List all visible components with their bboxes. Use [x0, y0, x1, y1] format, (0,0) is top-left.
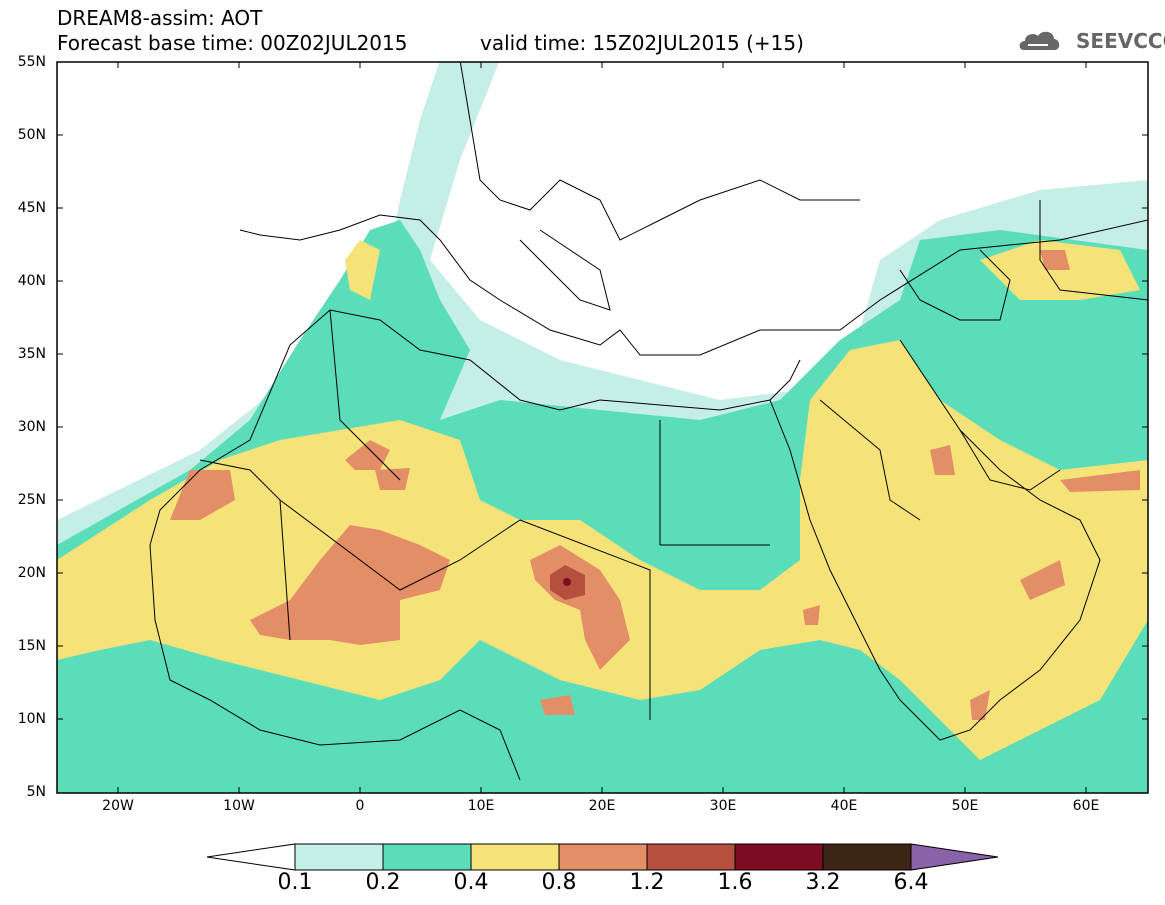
colorbar-label: 0.4 — [453, 870, 489, 895]
lon-label: 0 — [355, 798, 365, 814]
colorbar-label: 0.2 — [365, 870, 401, 895]
aot-band-1-6 — [563, 578, 571, 586]
lon-label: 30E — [709, 798, 737, 814]
lon-label: 10E — [467, 798, 495, 814]
lat-ticks — [57, 61, 1148, 720]
lon-label: 20W — [102, 798, 134, 814]
lon-label: 40E — [830, 798, 858, 814]
colorbar-label: 1.2 — [629, 870, 665, 895]
lat-label: 10N — [17, 711, 46, 727]
lat-label: 15N — [17, 638, 46, 654]
valid-time: valid time: 15Z02JUL2015 (+15) — [480, 31, 804, 55]
lat-label: 5N — [26, 784, 46, 800]
lat-label: 25N — [17, 492, 46, 508]
lat-label: 50N — [17, 127, 46, 143]
lat-label: 35N — [17, 346, 46, 362]
lat-label: 45N — [17, 200, 46, 216]
lon-label: 10W — [223, 798, 255, 814]
coastlines — [149, 62, 1148, 781]
lon-label: 50E — [951, 798, 979, 814]
title-line-1: DREAM8-assim: AOT — [57, 6, 263, 30]
lat-label: 55N — [17, 54, 46, 70]
colorbar-label: 0.1 — [277, 870, 313, 895]
seevccc-cloud-logo-icon — [1019, 31, 1060, 50]
lon-ticks — [117, 62, 1087, 793]
lat-label: 40N — [17, 273, 46, 289]
lat-label: 20N — [17, 565, 46, 581]
logo-text: SEEVCCC — [1076, 29, 1165, 53]
lat-label: 30N — [17, 419, 46, 435]
colorbar-label: 1.6 — [717, 870, 753, 895]
lon-label: 20E — [588, 798, 616, 814]
colorbar-label: 6.4 — [893, 870, 929, 895]
lon-label: 60E — [1072, 798, 1100, 814]
colorbar-label: 3.2 — [805, 870, 841, 895]
title-line-2: Forecast base time: 00Z02JUL2015 — [57, 31, 408, 55]
colorbar-label: 0.8 — [541, 870, 577, 895]
